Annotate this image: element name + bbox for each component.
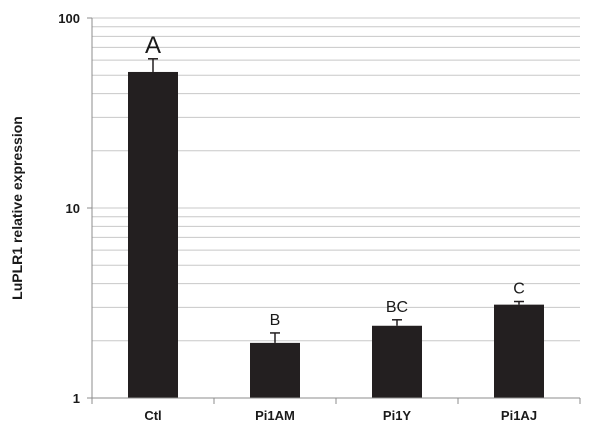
significance-letter: C <box>513 281 525 298</box>
y-axis-title: LuPLR1 relative expression <box>9 116 25 300</box>
x-tick-label: Ctl <box>144 408 161 423</box>
significance-letter: A <box>145 32 161 59</box>
significance-letters: A B BC C <box>145 32 525 329</box>
bar-pi1aj <box>494 304 544 398</box>
y-tick-label: 1 <box>73 391 80 406</box>
y-tick-labels: 1 10 100 <box>58 11 92 406</box>
x-tick-label: Pi1AJ <box>501 408 537 423</box>
bar-pi1y <box>372 325 422 398</box>
significance-letter: BC <box>386 299 408 316</box>
error-bars <box>148 58 524 343</box>
x-tick-labels: Ctl Pi1AM Pi1Y Pi1AJ <box>91 398 581 423</box>
x-tick-label: Pi1AM <box>255 408 295 423</box>
y-tick-label: 10 <box>66 201 80 216</box>
significance-letter: B <box>270 312 281 329</box>
bar-pi1am <box>250 342 300 398</box>
x-tick-label: Pi1Y <box>383 408 412 423</box>
bar-ctl <box>128 71 178 399</box>
y-tick-label: 100 <box>58 11 80 26</box>
bars <box>128 71 544 399</box>
